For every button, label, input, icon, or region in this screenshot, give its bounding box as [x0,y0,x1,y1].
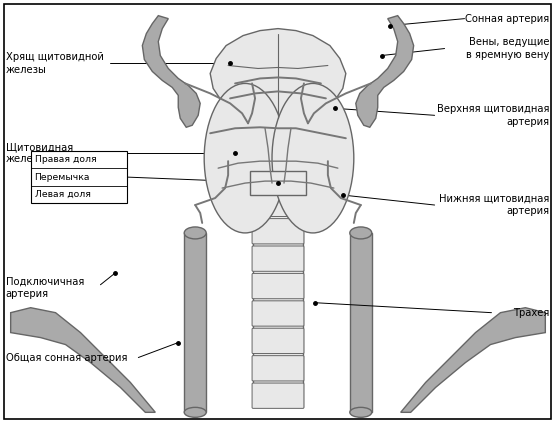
Text: Перемычка: Перемычка [34,173,90,181]
FancyBboxPatch shape [252,191,304,217]
FancyBboxPatch shape [252,246,304,271]
Text: Правая доля: Правая доля [34,155,96,165]
Text: Нижняя щитовидная
артерия: Нижняя щитовидная артерия [439,194,549,216]
FancyBboxPatch shape [31,151,128,203]
Text: Верхняя щитовидная
артерия: Верхняя щитовидная артерия [437,104,549,126]
Text: Общая сонная артерия: Общая сонная артерия [6,352,127,363]
FancyBboxPatch shape [252,273,304,299]
Polygon shape [253,133,303,407]
FancyBboxPatch shape [252,301,304,326]
Ellipse shape [350,407,372,418]
Polygon shape [356,16,413,127]
Ellipse shape [272,83,354,233]
Text: Хрящ щитовидной
железы: Хрящ щитовидной железы [6,52,104,75]
Polygon shape [350,233,372,412]
Ellipse shape [184,227,206,239]
Ellipse shape [350,227,372,239]
Text: Сонная артерия: Сонная артерия [465,14,549,24]
Polygon shape [250,171,306,195]
Text: Трахея: Трахея [513,308,549,318]
Text: Вены, ведущие
в яремную вену: Вены, ведущие в яремную вену [466,37,549,60]
FancyBboxPatch shape [252,328,304,354]
Polygon shape [11,308,155,412]
FancyBboxPatch shape [252,219,304,244]
Text: Подключичная
артерия: Подключичная артерия [6,277,84,299]
FancyBboxPatch shape [252,136,304,162]
Ellipse shape [184,407,206,418]
Polygon shape [210,29,346,118]
Text: Левая доля: Левая доля [34,190,90,199]
Text: Щитовидная
железа: Щитовидная железа [6,142,73,165]
Polygon shape [184,233,206,412]
Polygon shape [142,16,200,127]
Polygon shape [401,308,546,412]
FancyBboxPatch shape [252,164,304,189]
FancyBboxPatch shape [252,356,304,381]
Ellipse shape [204,83,286,233]
FancyBboxPatch shape [252,383,304,408]
